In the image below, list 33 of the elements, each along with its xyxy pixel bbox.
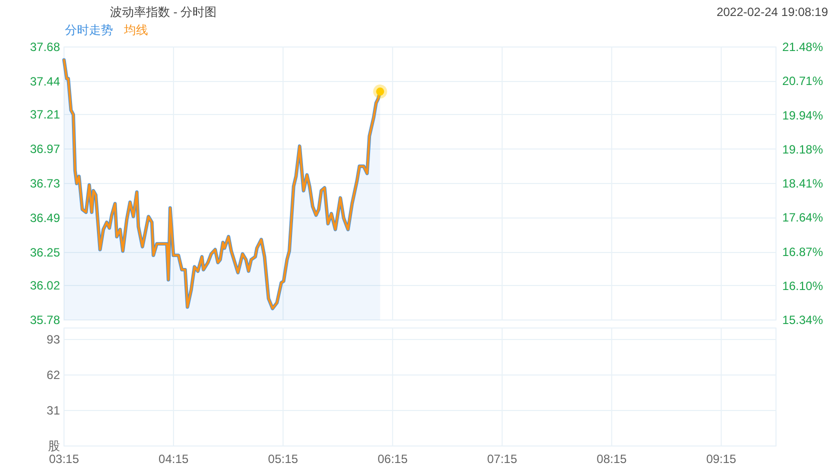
y-tick-label: 36.25: [30, 245, 60, 260]
y-tick-label: 93: [46, 332, 60, 346]
y-tick-label: 36.02: [30, 278, 60, 293]
y-tick-label: 37.68: [30, 40, 60, 54]
y2-tick-label: 19.94%: [782, 108, 824, 122]
y-tick-label: 股: [48, 439, 60, 453]
y2-tick-label: 18.41%: [782, 176, 824, 190]
x-tick-label: 07:15: [487, 452, 518, 466]
x-tick-label: 03:15: [48, 452, 80, 466]
y-tick-label: 36.73: [30, 176, 60, 190]
y2-tick-label: 17.64%: [782, 210, 824, 225]
y2-tick-label: 20.71%: [782, 74, 824, 88]
x-tick-label: 04:15: [158, 452, 189, 466]
text: 均线: [123, 23, 148, 37]
y2-tick-label: 19.18%: [782, 142, 824, 156]
y-tick-label: 36.97: [30, 142, 60, 156]
y-tick-label: 37.44: [30, 74, 60, 88]
y2-tick-label: 15.34%: [782, 313, 824, 327]
y-tick-label: 31: [46, 403, 60, 418]
y-tick-label: 35.78: [30, 313, 60, 327]
chart-title: 波动率指数 - 分时图: [110, 5, 217, 19]
x-tick-label: 08:15: [596, 452, 628, 466]
x-tick-label: 05:15: [268, 452, 298, 466]
y-tick-label: 37.21: [30, 108, 60, 122]
y-tick-label: 62: [46, 368, 60, 382]
series-label: 分时走势: [65, 23, 113, 37]
text: 2022-02-24 19:08:19: [716, 5, 828, 19]
y-tick-label: 36.49: [30, 210, 60, 225]
x-tick-label: 09:15: [706, 452, 737, 466]
y2-tick-label: 21.48%: [782, 40, 824, 54]
y2-tick-label: 16.87%: [782, 244, 824, 259]
x-tick-label: 06:15: [378, 452, 408, 466]
y2-tick-label: 16.10%: [782, 279, 824, 294]
